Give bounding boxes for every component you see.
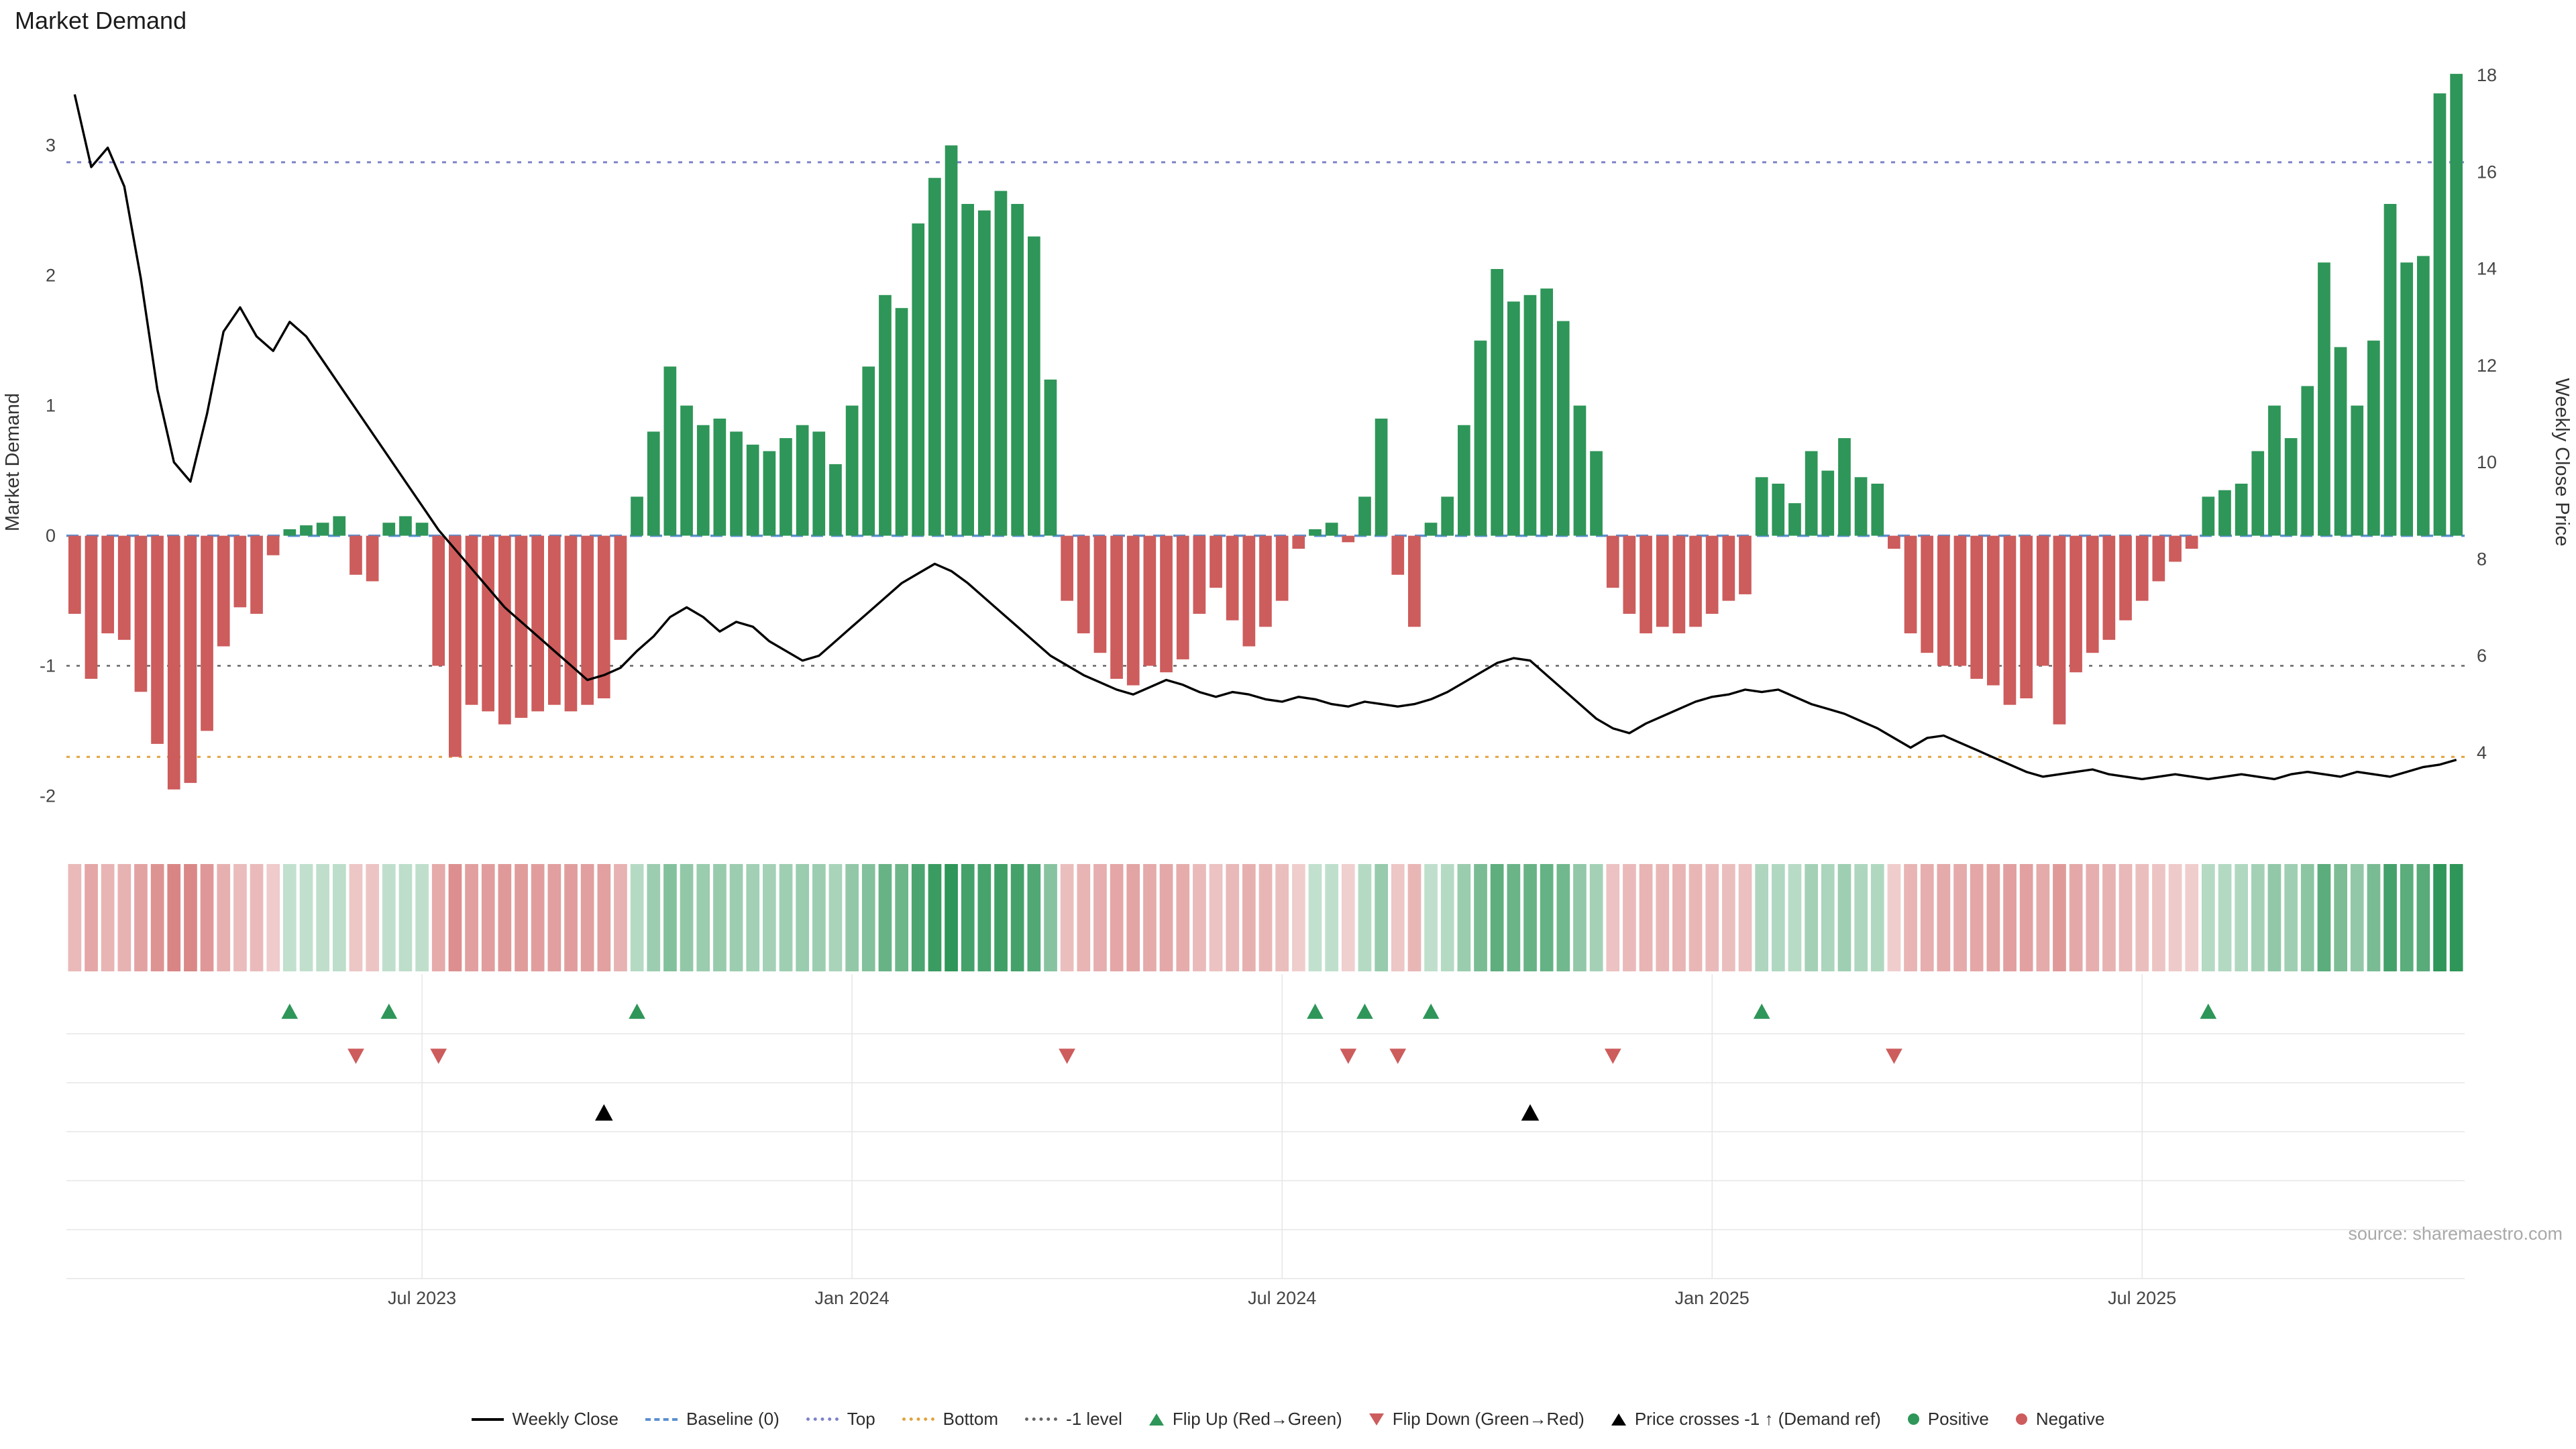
svg-text:Jan 2024: Jan 2024 <box>815 1288 890 1308</box>
svg-text:Jul 2024: Jul 2024 <box>1248 1288 1316 1308</box>
svg-text:1: 1 <box>46 396 56 416</box>
legend-weekly-close: Weekly Close <box>471 1409 619 1430</box>
x-tick-labels: Jul 2023 Jan 2024 Jul 2024 Jan 2025 Jul 2025 <box>388 1288 2176 1308</box>
positive-dot-icon <box>1907 1413 1919 1425</box>
svg-text:source: sharemaestro.com: source: sharemaestro.com <box>2348 1224 2563 1244</box>
legend-label: Negative <box>2035 1409 2105 1429</box>
negative-dot-icon <box>2015 1413 2027 1425</box>
page-title: Market Demand <box>15 7 187 34</box>
legend-bottom: Bottom <box>902 1409 998 1430</box>
svg-text:-2: -2 <box>40 786 56 806</box>
svg-text:2: 2 <box>46 266 56 286</box>
legend-label: -1 level <box>1066 1409 1122 1429</box>
svg-text:Market Demand: Market Demand <box>2 393 23 531</box>
legend-negative: Negative <box>2015 1409 2105 1430</box>
svg-text:0: 0 <box>46 526 56 546</box>
legend-price-cross: Price crosses -1 ↑ (Demand ref) <box>1611 1409 1881 1430</box>
legend-label: Flip Down (Green→Red) <box>1392 1409 1585 1429</box>
svg-text:14: 14 <box>2477 259 2497 279</box>
top-line-swatch <box>806 1417 839 1421</box>
svg-text:3: 3 <box>46 136 56 156</box>
flip-down-markers <box>347 1049 1902 1064</box>
legend-label: Baseline (0) <box>686 1409 780 1429</box>
chart-legend: Weekly Close Baseline (0) Top Bottom -1 … <box>0 1409 2576 1430</box>
legend-neg1-level: -1 level <box>1025 1409 1122 1430</box>
price-cross-triangle-icon <box>1611 1413 1626 1426</box>
flip-up-triangle-icon <box>1148 1413 1164 1426</box>
svg-text:8: 8 <box>2477 549 2487 569</box>
legend-top: Top <box>806 1409 875 1430</box>
legend-positive: Positive <box>1907 1409 1989 1430</box>
baseline-line-swatch <box>645 1417 678 1421</box>
legend-baseline: Baseline (0) <box>645 1409 780 1430</box>
svg-text:10: 10 <box>2477 452 2497 472</box>
neg1-line-swatch <box>1025 1417 1058 1421</box>
svg-text:-1: -1 <box>40 656 56 676</box>
demand-bars <box>68 74 2463 790</box>
legend-label: Weekly Close <box>512 1409 619 1429</box>
svg-text:Jan 2025: Jan 2025 <box>1675 1288 1750 1308</box>
price-cross-markers <box>595 1104 1540 1121</box>
legend-label: Positive <box>1927 1409 1989 1429</box>
grid-lines <box>66 974 2465 1279</box>
price-line <box>73 94 2457 781</box>
flip-up-markers <box>281 1004 2217 1019</box>
weekly-close-line-swatch <box>471 1417 504 1421</box>
svg-text:18: 18 <box>2477 65 2497 85</box>
legend-label: Bottom <box>943 1409 999 1429</box>
svg-text:6: 6 <box>2477 646 2487 666</box>
svg-text:Weekly Close Price: Weekly Close Price <box>2551 378 2573 547</box>
bottom-line-swatch <box>902 1417 934 1421</box>
legend-label: Price crosses -1 ↑ (Demand ref) <box>1634 1409 1881 1429</box>
svg-text:Jul 2023: Jul 2023 <box>388 1288 456 1308</box>
legend-label: Flip Up (Red→Green) <box>1172 1409 1342 1429</box>
svg-text:Jul 2025: Jul 2025 <box>2108 1288 2176 1308</box>
svg-text:12: 12 <box>2477 356 2497 376</box>
reference-lines <box>66 161 2465 758</box>
legend-flip-down: Flip Down (Green→Red) <box>1368 1409 1585 1430</box>
svg-text:16: 16 <box>2477 162 2497 182</box>
legend-label: Top <box>847 1409 875 1429</box>
source-annotation: source: sharemaestro.com <box>2348 1224 2563 1244</box>
flip-down-triangle-icon <box>1368 1413 1384 1426</box>
heatmap-strip <box>68 864 2463 971</box>
legend-flip-up: Flip Up (Red→Green) <box>1148 1409 1342 1430</box>
svg-text:4: 4 <box>2477 743 2487 763</box>
